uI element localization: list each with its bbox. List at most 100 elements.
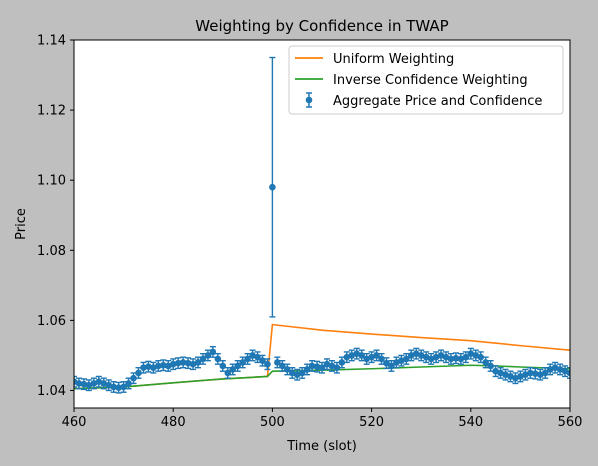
aggregate-data-point <box>398 354 405 367</box>
x-tick-label: 500 <box>260 415 285 430</box>
aggregate-data-point <box>383 357 390 370</box>
aggregate-marker <box>363 355 370 363</box>
aggregate-marker <box>189 360 197 368</box>
aggregate-data-point <box>502 368 509 381</box>
aggregate-data-point <box>224 366 232 379</box>
aggregate-data-point <box>551 361 559 374</box>
aggregate-data-point <box>522 368 529 381</box>
aggregate-marker <box>358 352 365 359</box>
aggregate-data-point <box>368 351 375 364</box>
aggregate-marker <box>388 362 395 370</box>
legend-swatch-aggregate <box>305 92 313 108</box>
aggregate-data-point <box>140 361 147 374</box>
aggregate-marker <box>333 364 341 371</box>
legend: Uniform Weighting Inverse Confidence Wei… <box>288 45 564 115</box>
y-axis-ticks: 1.04 1.06 1.08 1.10 1.12 1.14 <box>37 34 74 399</box>
aggregate-marker <box>244 355 251 363</box>
aggregate-data-point <box>477 351 485 364</box>
aggregate-data-point <box>512 372 519 385</box>
aggregate-marker <box>264 360 271 368</box>
aggregate-marker <box>522 371 529 379</box>
aggregate-data-point <box>90 377 98 390</box>
aggregate-data-point <box>214 352 222 365</box>
aggregate-marker <box>259 357 266 364</box>
aggregate-marker <box>164 362 172 370</box>
aggregate-data-point <box>467 347 475 360</box>
aggregate-marker <box>293 371 301 379</box>
aggregate-data-point <box>422 351 430 364</box>
aggregate-data-point <box>353 347 361 360</box>
aggregate-data-point <box>219 359 227 372</box>
aggregate-data-point <box>462 351 470 364</box>
aggregate-marker <box>487 362 494 370</box>
aggregate-data-point <box>432 351 440 364</box>
aggregate-data-point <box>452 352 460 365</box>
y-axis-label: Price <box>14 208 29 240</box>
aggregate-marker <box>283 366 291 373</box>
aggregate-data-point <box>348 349 356 362</box>
aggregate-data-point <box>179 356 187 369</box>
aggregate-data-point <box>388 359 395 372</box>
aggregate-marker <box>234 362 241 370</box>
aggregate-marker <box>239 359 246 366</box>
aggregate-marker <box>546 366 554 373</box>
aggregate-data-point <box>259 354 266 367</box>
aggregate-marker <box>110 383 117 391</box>
x-axis-label: Time (slot) <box>286 439 357 454</box>
aggregate-data-point <box>274 356 281 369</box>
aggregate-marker <box>566 369 570 377</box>
aggregate-marker <box>452 354 460 362</box>
aggregate-marker <box>437 352 445 359</box>
aggregate-marker <box>442 353 450 361</box>
aggregate-marker <box>125 380 132 387</box>
aggregate-data-point <box>427 352 435 365</box>
aggregate-data-point <box>527 366 534 379</box>
aggregate-data-point <box>244 352 251 365</box>
aggregate-marker <box>507 373 514 380</box>
aggregate-marker <box>303 366 311 373</box>
aggregate-data-point <box>507 370 514 383</box>
aggregate-marker <box>279 362 286 370</box>
aggregate-marker <box>472 352 480 359</box>
aggregate-marker <box>457 355 465 363</box>
aggregate-marker <box>383 359 390 367</box>
plot-series-layer <box>74 56 570 394</box>
aggregate-data-point <box>75 377 83 390</box>
aggregate-marker <box>130 374 137 382</box>
aggregate-data-point <box>561 365 569 378</box>
aggregate-marker <box>482 359 489 366</box>
aggregate-marker <box>427 355 435 363</box>
aggregate-marker <box>403 355 410 363</box>
aggregate-data-point <box>105 379 113 392</box>
x-tick-label: 480 <box>161 415 186 430</box>
aggregate-data-point <box>283 363 291 376</box>
aggregate-marker <box>229 366 237 373</box>
aggregate-data-point <box>358 349 365 362</box>
aggregate-marker <box>447 355 455 363</box>
aggregate-marker <box>159 361 167 369</box>
aggregate-marker <box>492 367 499 375</box>
aggregate-data-point <box>497 366 504 379</box>
aggregate-marker <box>527 369 534 377</box>
aggregate-marker <box>348 352 356 359</box>
x-tick-label: 540 <box>458 415 483 430</box>
aggregate-data-point <box>174 357 182 370</box>
aggregate-data-point <box>145 360 152 373</box>
aggregate-marker <box>393 359 400 366</box>
aggregate-marker <box>145 363 152 370</box>
aggregate-marker <box>467 350 475 357</box>
aggregate-data-point <box>100 377 108 390</box>
aggregate-data-point <box>338 356 346 369</box>
aggregate-data-point <box>492 365 499 378</box>
y-tick-label: 1.10 <box>37 174 66 189</box>
y-tick-label: 1.04 <box>37 384 66 399</box>
aggregate-data-point <box>318 361 326 374</box>
aggregate-marker <box>120 383 127 391</box>
aggregate-data-point <box>85 379 93 392</box>
legend-label-inverse: Inverse Confidence Weighting <box>333 73 528 88</box>
x-axis-ticks: 460 480 500 520 540 560 <box>62 408 582 430</box>
aggregate-marker <box>497 369 504 377</box>
aggregate-marker <box>531 370 539 377</box>
y-tick-label: 1.06 <box>37 314 66 329</box>
aggregate-data-point <box>373 349 380 362</box>
